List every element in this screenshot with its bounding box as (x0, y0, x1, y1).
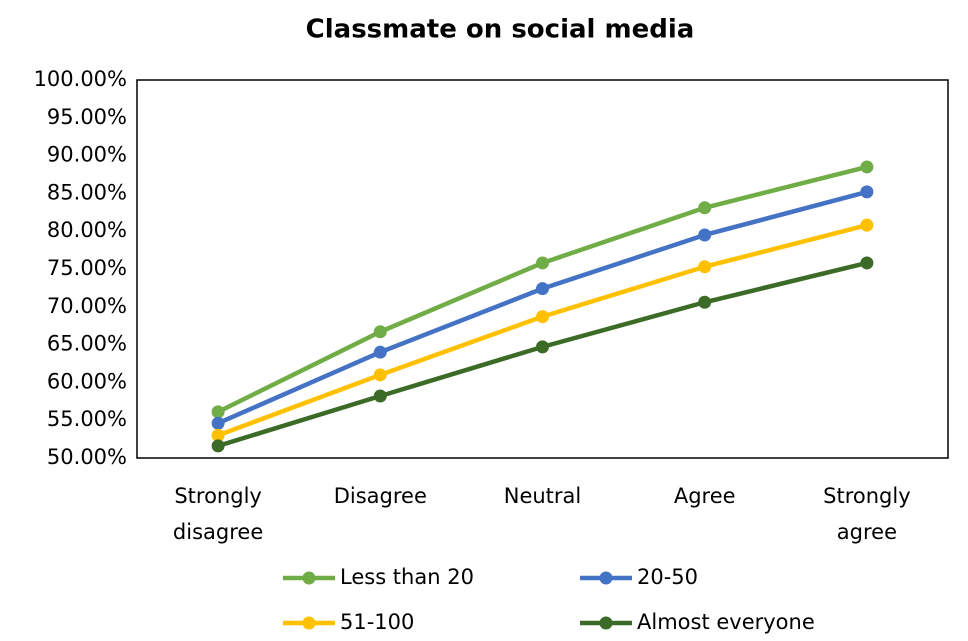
point (698, 260, 712, 274)
point (211, 405, 225, 419)
point (536, 282, 549, 296)
point (698, 295, 712, 309)
y-tick-label: 100.00% (34, 67, 127, 91)
series-line (217, 189, 868, 426)
legend-marker (599, 616, 613, 630)
point (536, 340, 549, 354)
point (373, 389, 387, 403)
y-tick-label: 65.00% (47, 332, 127, 356)
point (373, 345, 387, 359)
y-tick-label: 95.00% (47, 105, 127, 129)
x-tick-label: Disagree (333, 484, 427, 508)
y-tick-label: 55.00% (47, 407, 127, 431)
x-tick-label: Neutral (503, 484, 582, 508)
point (373, 368, 387, 382)
point (211, 416, 225, 430)
point (860, 160, 874, 174)
plot-area (136, 79, 949, 459)
legend-label: Less than 20 (340, 565, 474, 589)
legend-label: 51-100 (340, 610, 414, 634)
y-tick-label: 70.00% (47, 294, 127, 318)
point (211, 428, 225, 442)
point (860, 218, 874, 232)
chart-title: Classmate on social media (306, 15, 695, 45)
point (536, 256, 549, 270)
point (536, 310, 549, 324)
point (698, 228, 712, 242)
point (373, 325, 387, 339)
point (698, 201, 712, 215)
legend-marker (599, 571, 613, 585)
point (860, 256, 874, 270)
legend-label: 20-50 (637, 565, 698, 589)
y-tick-label: 75.00% (47, 256, 127, 280)
x-tick-label: Strongly agree (823, 484, 911, 544)
legend-marker (302, 571, 316, 585)
legend-label: Almost everyone (637, 610, 815, 634)
x-tick-label: Agree (673, 484, 736, 508)
x-tick-label: Strongly disagree (172, 484, 264, 544)
y-tick-label: 80.00% (47, 218, 127, 242)
point (211, 439, 225, 453)
legend-marker (302, 616, 316, 630)
y-tick-label: 50.00% (47, 445, 127, 469)
y-tick-label: 90.00% (47, 143, 127, 167)
y-tick-label: 85.00% (47, 180, 127, 204)
point (860, 185, 874, 199)
y-tick-label: 60.00% (47, 369, 127, 393)
